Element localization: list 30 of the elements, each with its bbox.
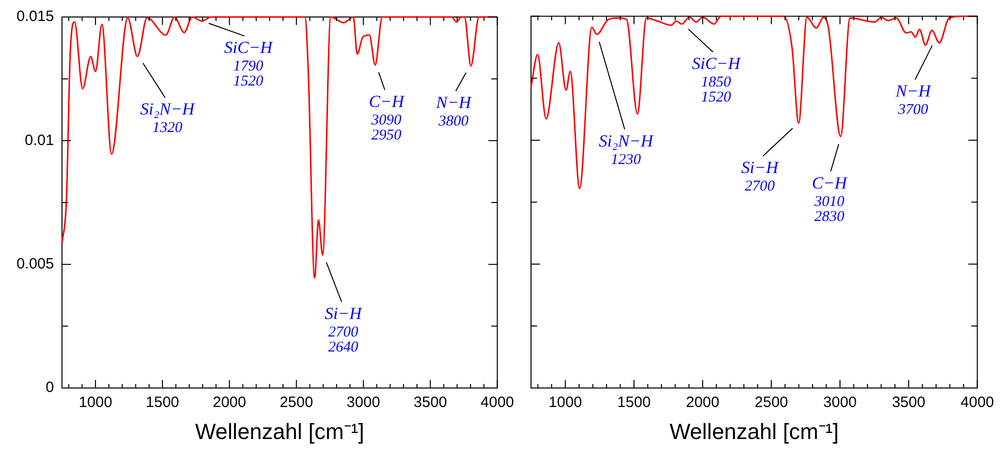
- x-tick-label: 2000: [212, 394, 246, 412]
- x-tick-label: 1000: [78, 394, 112, 412]
- x-axis-title: Wellenzahl [cm⁻¹]: [670, 418, 839, 444]
- x-tick-label: 2000: [686, 394, 720, 412]
- y-tick-label: 0.005: [16, 255, 54, 272]
- y-tick-label: 0: [46, 379, 54, 396]
- y-tick-label: 0.01: [24, 132, 54, 149]
- x-tick-label: 1500: [617, 394, 651, 412]
- x-tick-label: 4000: [960, 394, 994, 412]
- x-tick-label: 4000: [480, 394, 514, 412]
- x-tick-label: 3500: [414, 394, 448, 412]
- annotation: SiC−H 1790 1520: [224, 38, 274, 90]
- x-axis-title: Wellenzahl [cm⁻¹]: [195, 418, 364, 444]
- x-tick-label: 3000: [823, 394, 857, 412]
- y-tick-label: 0.015: [16, 8, 54, 26]
- annotation: Si−H 2700 2640: [324, 304, 364, 356]
- x-tick-label: 1000: [548, 394, 582, 412]
- annotation: C−H 3090 2950: [368, 92, 406, 144]
- x-tick-label: 3000: [346, 394, 380, 412]
- annotation: Si₂N−H 1320: [140, 100, 196, 136]
- annotation: Si−H 2700: [741, 158, 780, 195]
- x-tick-label: 2500: [280, 394, 314, 412]
- annotation: Si₂N−H 1230: [598, 131, 655, 168]
- x-tick-label: 2500: [754, 394, 788, 412]
- annotation: SiC−H 1850 1520: [692, 54, 742, 106]
- x-tick-label: 1500: [146, 394, 180, 412]
- annotation: N−H 3800: [434, 92, 473, 130]
- annotation: N−H 3700: [894, 82, 932, 118]
- x-tick-label: 3500: [892, 394, 926, 412]
- annotation: C−H 3010 2830: [812, 173, 849, 225]
